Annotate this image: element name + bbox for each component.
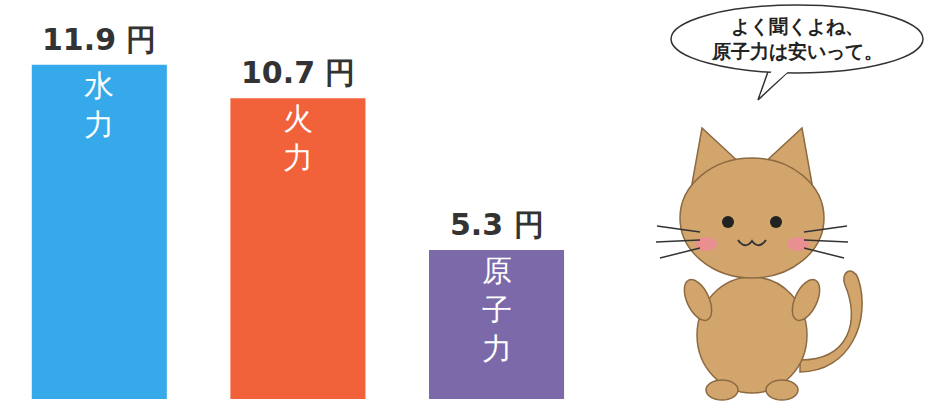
svg-text:原子力は安いって。: 原子力は安いって。 [711,40,883,62]
svg-text:原子力: 原子力 [482,253,512,366]
svg-text:10.7 円: 10.7 円 [241,55,355,90]
svg-text:11.9 円: 11.9 円 [42,22,156,57]
svg-text:水力: 水力 [84,68,114,142]
svg-text:5.3 円: 5.3 円 [450,207,544,242]
svg-text:火力: 火力 [283,101,313,175]
svg-text:よく聞くよね、: よく聞くよね、 [731,15,864,37]
